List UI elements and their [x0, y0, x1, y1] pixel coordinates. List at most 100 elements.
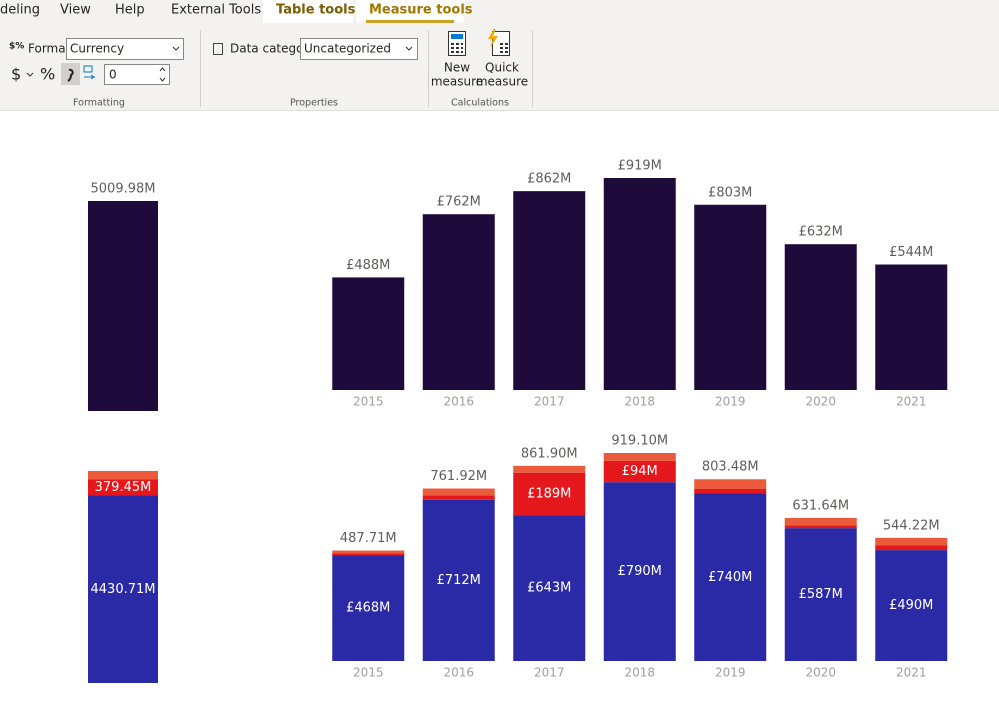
bar [513, 191, 586, 390]
tab[interactable]: Measure tools [369, 3, 473, 18]
total-label: 631.64M [792, 499, 849, 514]
bar-segment [88, 479, 158, 496]
bar-segment [422, 499, 495, 661]
group-label: Properties [290, 98, 338, 109]
total-label: 803.48M [702, 460, 759, 475]
data-label: £862M [527, 172, 571, 187]
calc-keys [451, 43, 463, 53]
bar-segment [603, 453, 676, 461]
data-category-label: Data category [230, 42, 316, 56]
category-select[interactable] [300, 38, 418, 60]
bar-segment [513, 515, 586, 661]
bar-segment [875, 550, 948, 661]
bar-segment [694, 479, 767, 489]
bar-segment [422, 495, 495, 500]
total-label: 544.22M [883, 518, 940, 533]
data-label: £762M [437, 195, 481, 210]
segment-label: £790M [618, 564, 662, 579]
tab[interactable]: Help [115, 3, 145, 18]
total-label: 919.10M [611, 433, 668, 448]
bar-segment [332, 555, 405, 661]
segment-label: 379.45M [95, 480, 152, 495]
tab[interactable]: View [60, 3, 91, 18]
x-tick-label: 2019 [715, 666, 746, 680]
x-tick-label: 2019 [715, 395, 746, 409]
segment-label: £712M [437, 573, 481, 588]
group-label: Formatting [73, 98, 125, 109]
calc-screen [451, 34, 463, 39]
bar [422, 214, 495, 390]
x-tick-label: 2015 [353, 666, 384, 680]
segment-label: £490M [889, 598, 933, 613]
decimal-icon [84, 74, 96, 80]
segment-label: £740M [708, 570, 752, 585]
x-tick-label: 2021 [896, 395, 927, 409]
calc-keys [500, 43, 508, 53]
tab-underline [366, 20, 454, 23]
x-tick-label: 2020 [805, 395, 836, 409]
total-label: 487.71M [340, 531, 397, 546]
format-select[interactable] [66, 38, 184, 60]
segment-label: £94M [622, 464, 658, 479]
bar [875, 264, 948, 390]
bar-segment [332, 553, 405, 556]
bar-segment [603, 460, 676, 483]
category-icon [213, 43, 223, 55]
x-tick-label: 2021 [896, 666, 927, 680]
bar-segment [88, 495, 158, 683]
tab-bg [263, 0, 353, 23]
dropdown-arrow [405, 46, 413, 51]
lightning [488, 29, 498, 48]
bar-segment [694, 488, 767, 494]
data-label: 5009.98M [91, 182, 156, 197]
bar-segment [875, 537, 948, 546]
x-tick-label: 2018 [624, 395, 655, 409]
segment-label: £587M [799, 587, 843, 602]
comma-button[interactable] [61, 63, 80, 85]
data-label: £919M [618, 159, 662, 174]
dropdown-arrow [26, 72, 34, 77]
segment-label: £643M [527, 581, 571, 596]
new-measure-label[interactable]: measure [431, 75, 483, 89]
dropdown-arrow [172, 46, 180, 51]
quick-measure-label[interactable]: Quick [485, 61, 519, 75]
x-tick-label: 2018 [624, 666, 655, 680]
decimal-value: 0 [109, 68, 117, 82]
format-label: Format [28, 42, 71, 56]
bar-segment [694, 493, 767, 661]
bar [784, 244, 857, 390]
bar-segment [513, 472, 586, 516]
tab[interactable]: Table tools [276, 3, 356, 18]
format-icon: $% [9, 42, 24, 52]
x-tick-label: 2017 [534, 666, 565, 680]
total-label: 761.92M [430, 469, 487, 484]
quick-measure-label[interactable]: measure [476, 75, 528, 89]
currency-button[interactable]: $ [11, 65, 21, 84]
total-label: 861.90M [521, 446, 578, 461]
bar-segment [875, 545, 948, 551]
group-label: Calculations [451, 98, 509, 109]
bar [332, 277, 405, 390]
decimal-icon[interactable] [83, 65, 93, 73]
bar [88, 201, 158, 411]
tab[interactable]: External Tools [171, 3, 261, 18]
spin-arrows [159, 67, 166, 82]
x-tick-label: 2020 [805, 666, 836, 680]
tab-bg [356, 0, 464, 23]
data-label: £488M [346, 258, 390, 273]
bar [603, 178, 676, 390]
x-tick-label: 2016 [443, 395, 474, 409]
data-category-value: Uncategorized [304, 42, 391, 56]
x-tick-label: 2016 [443, 666, 474, 680]
bar-segment [422, 488, 495, 496]
bar-segment [88, 471, 158, 480]
tab[interactable]: deling [0, 3, 40, 18]
segment-label: 4430.71M [91, 582, 156, 597]
new-measure-label[interactable]: New [444, 61, 470, 75]
decimal-input[interactable] [104, 64, 170, 85]
comma-icon [67, 68, 74, 82]
data-label: £632M [799, 225, 843, 240]
percent-button[interactable]: % [40, 65, 55, 84]
